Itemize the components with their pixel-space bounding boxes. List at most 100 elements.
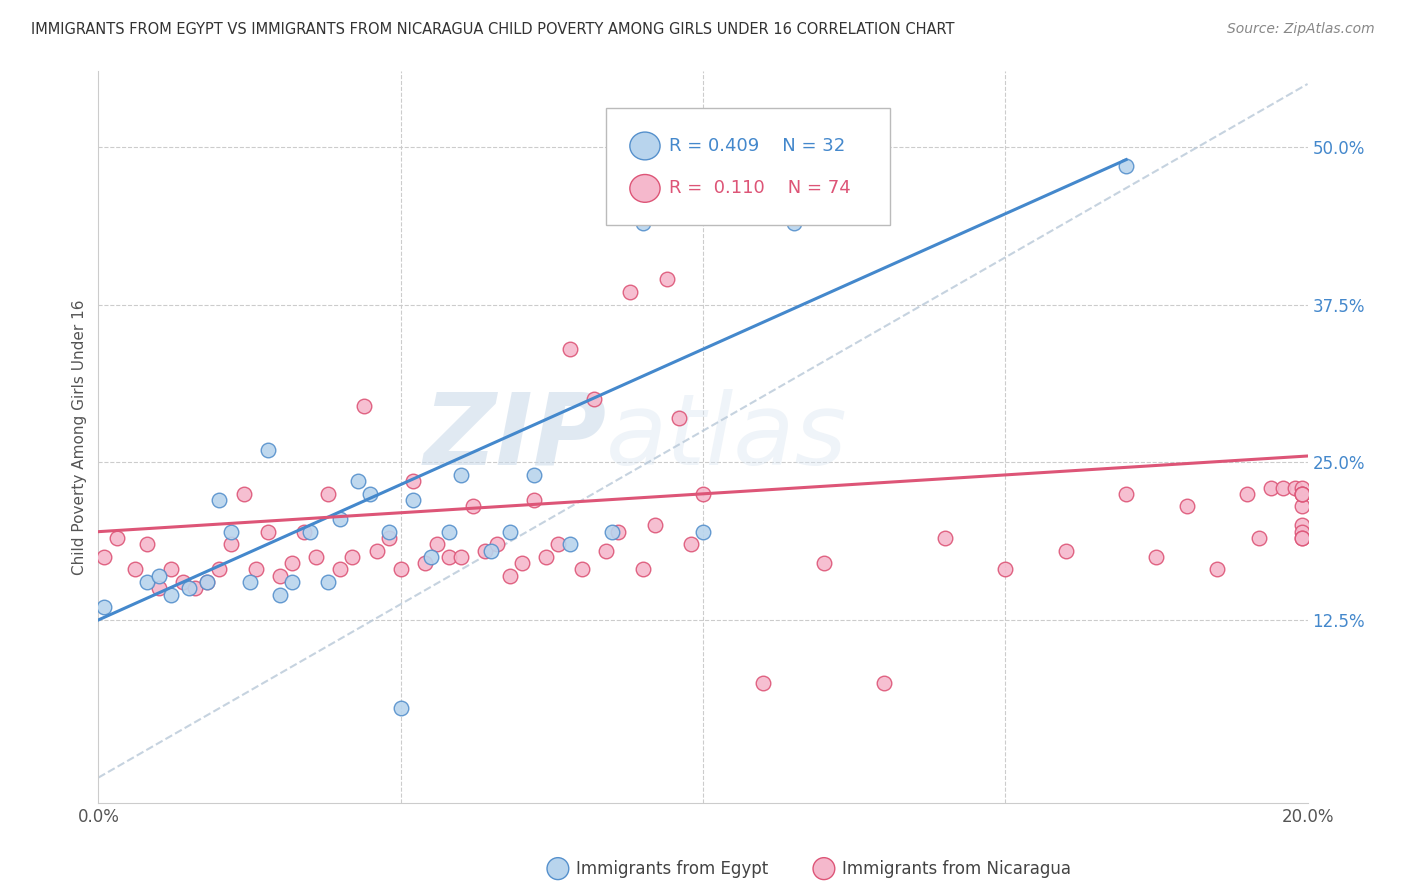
- Point: [437, 524, 460, 539]
- Point: [353, 399, 375, 413]
- Point: [873, 676, 896, 690]
- Point: [498, 524, 520, 539]
- Point: [450, 549, 472, 564]
- Point: [437, 549, 460, 564]
- Point: [377, 531, 399, 545]
- Point: [208, 562, 231, 576]
- Point: [413, 556, 436, 570]
- Point: [292, 524, 315, 539]
- Point: [1291, 500, 1313, 514]
- Point: [1291, 518, 1313, 533]
- Text: Immigrants from Egypt: Immigrants from Egypt: [576, 860, 768, 878]
- Ellipse shape: [630, 132, 659, 160]
- Point: [195, 575, 218, 590]
- Point: [1291, 531, 1313, 545]
- Text: R = 0.409    N = 32: R = 0.409 N = 32: [669, 137, 845, 155]
- Point: [692, 487, 714, 501]
- Point: [402, 474, 425, 488]
- Point: [135, 575, 157, 590]
- Point: [463, 500, 485, 514]
- Point: [124, 562, 146, 576]
- Point: [329, 512, 352, 526]
- Point: [692, 524, 714, 539]
- Point: [1291, 524, 1313, 539]
- Point: [389, 701, 412, 715]
- Point: [256, 524, 278, 539]
- Point: [239, 575, 262, 590]
- Point: [1249, 531, 1271, 545]
- Point: [1206, 562, 1229, 576]
- Point: [558, 342, 581, 356]
- Point: [1175, 500, 1198, 514]
- Point: [172, 575, 194, 590]
- Point: [1260, 481, 1282, 495]
- Point: [93, 549, 115, 564]
- Point: [232, 487, 254, 501]
- Point: [420, 549, 443, 564]
- Point: [148, 582, 170, 596]
- Point: [450, 467, 472, 482]
- Point: [269, 569, 291, 583]
- Point: [655, 272, 678, 286]
- Ellipse shape: [813, 858, 835, 880]
- Point: [135, 537, 157, 551]
- Point: [93, 600, 115, 615]
- Point: [1291, 481, 1313, 495]
- Point: [221, 537, 243, 551]
- Point: [305, 549, 328, 564]
- Point: [402, 493, 425, 508]
- Point: [316, 487, 339, 501]
- Point: [184, 582, 207, 596]
- Y-axis label: Child Poverty Among Girls Under 16: Child Poverty Among Girls Under 16: [72, 300, 87, 574]
- Point: [299, 524, 322, 539]
- Point: [523, 467, 546, 482]
- Point: [571, 562, 593, 576]
- Point: [366, 543, 388, 558]
- FancyBboxPatch shape: [606, 108, 890, 225]
- Point: [631, 216, 654, 230]
- Point: [347, 474, 370, 488]
- Point: [426, 537, 449, 551]
- Point: [558, 537, 581, 551]
- Point: [1144, 549, 1167, 564]
- Ellipse shape: [630, 175, 659, 202]
- Point: [208, 493, 231, 508]
- Point: [245, 562, 267, 576]
- Point: [1236, 487, 1258, 501]
- Point: [1054, 543, 1077, 558]
- Point: [160, 588, 183, 602]
- Point: [994, 562, 1017, 576]
- Point: [783, 216, 806, 230]
- Point: [644, 518, 666, 533]
- Point: [474, 543, 496, 558]
- Point: [752, 676, 775, 690]
- Point: [679, 537, 702, 551]
- Point: [547, 537, 569, 551]
- Point: [1291, 487, 1313, 501]
- Point: [631, 562, 654, 576]
- Text: Immigrants from Nicaragua: Immigrants from Nicaragua: [842, 860, 1071, 878]
- Point: [510, 556, 533, 570]
- Point: [1291, 487, 1313, 501]
- Point: [329, 562, 352, 576]
- Point: [148, 569, 170, 583]
- Point: [256, 442, 278, 457]
- Point: [486, 537, 509, 551]
- Point: [583, 392, 606, 407]
- Point: [668, 411, 690, 425]
- Point: [498, 569, 520, 583]
- Text: ZIP: ZIP: [423, 389, 606, 485]
- Point: [195, 575, 218, 590]
- Point: [1115, 487, 1137, 501]
- Point: [360, 487, 382, 501]
- Point: [377, 524, 399, 539]
- Point: [316, 575, 339, 590]
- Point: [179, 582, 201, 596]
- Point: [813, 556, 835, 570]
- Point: [481, 543, 503, 558]
- Point: [281, 575, 304, 590]
- Point: [595, 543, 617, 558]
- Point: [221, 524, 243, 539]
- Point: [523, 493, 546, 508]
- Point: [934, 531, 956, 545]
